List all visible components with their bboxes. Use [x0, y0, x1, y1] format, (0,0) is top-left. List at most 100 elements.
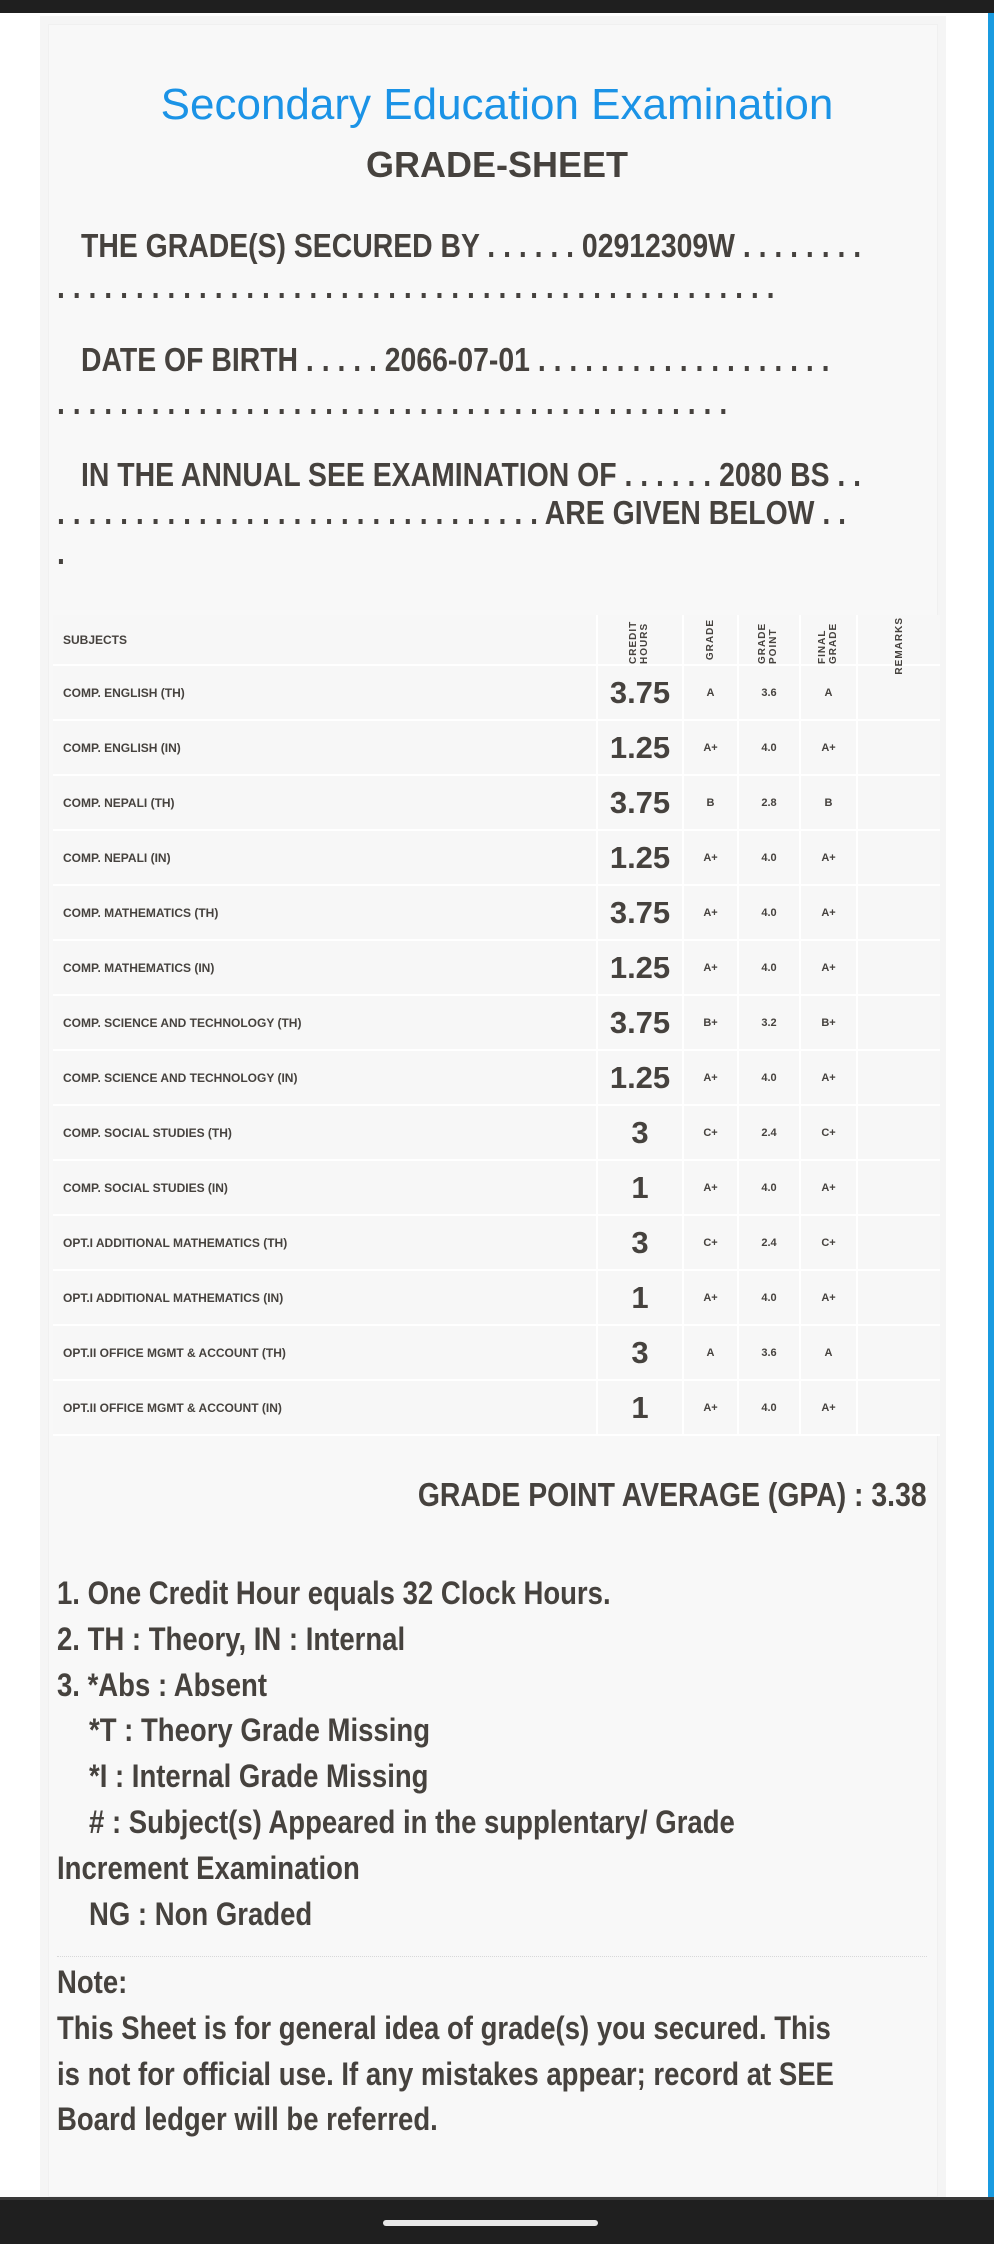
final-grade-cell: A+ [801, 1381, 858, 1436]
grade-cell: A+ [684, 886, 739, 941]
scroll-indicator[interactable] [988, 13, 994, 2197]
gpa-summary: GRADE POINT AVERAGE (GPA) : 3.38 [418, 1476, 927, 1513]
final-grade-cell: B+ [801, 996, 858, 1051]
grades-table: SUBJECTS CREDIT HOURS GRADE GRADE POINT … [53, 615, 940, 1436]
final-grade-cell: A+ [801, 941, 858, 996]
grade-cell: C+ [684, 1216, 739, 1271]
divider [57, 1956, 927, 1957]
table-row: COMP. SOCIAL STUDIES (TH) 3 C+ 2.4 C+ [53, 1106, 940, 1161]
grade-point-cell: 2.4 [739, 1216, 801, 1271]
header-final-grade: FINAL GRADE [816, 622, 839, 664]
note-heading: Note: [57, 1964, 128, 2000]
status-bar [0, 0, 994, 13]
grade-point-cell: 4.0 [739, 941, 801, 996]
final-grade-cell: A+ [801, 1161, 858, 1216]
grade-point-cell: 2.4 [739, 1106, 801, 1161]
credit-hours-cell: 3 [598, 1216, 684, 1271]
credit-hours-cell: 1 [598, 1271, 684, 1326]
grade-cell: C+ [684, 1106, 739, 1161]
table-row: COMP. SCIENCE AND TECHNOLOGY (TH) 3.75 B+ 3… [53, 996, 940, 1051]
remarks-cell [858, 886, 940, 941]
grade-point-cell: 3.6 [739, 666, 801, 721]
grade-cell: B [684, 776, 739, 831]
grade-point-cell: 3.6 [739, 1326, 801, 1381]
grade-cell: A+ [684, 1381, 739, 1436]
remarks-cell [858, 1051, 940, 1106]
final-grade-cell: A [801, 1326, 858, 1381]
credit-hours-cell: 1 [598, 1161, 684, 1216]
legend-item: 2. TH : Theory, IN : Internal [57, 1620, 406, 1657]
table-row: COMP. NEPALI (IN) 1.25 A+ 4.0 A+ [53, 831, 940, 886]
grade-point-cell: 3.2 [739, 996, 801, 1051]
header-credit-hours: CREDIT HOURS [628, 620, 650, 664]
note-text-line: is not for official use. If any mistakes… [57, 2055, 834, 2092]
credit-hours-cell: 1.25 [598, 831, 684, 886]
subject-cell: COMP. SOCIAL STUDIES (TH) [53, 1106, 598, 1161]
note-text-line: Board ledger will be referred. [57, 2101, 438, 2137]
table-row: OPT.I ADDITIONAL MATHEMATICS (IN) 1 A+ 4.0 A… [53, 1271, 940, 1326]
remarks-cell [858, 666, 940, 721]
subject-cell: OPT.I ADDITIONAL MATHEMATICS (IN) [53, 1271, 598, 1326]
grade-point-cell: 4.0 [739, 1051, 801, 1106]
remarks-cell [858, 776, 940, 831]
remarks-cell [858, 996, 940, 1051]
subject-cell: COMP. ENGLISH (IN) [53, 721, 598, 776]
table-row: COMP. MATHEMATICS (TH) 3.75 A+ 4.0 A+ [53, 886, 940, 941]
credit-hours-cell: 3 [598, 1106, 684, 1161]
table-row: COMP. NEPALI (TH) 3.75 B 2.8 B [53, 776, 940, 831]
subject-cell: COMP. NEPALI (IN) [53, 831, 598, 886]
grade-point-cell: 4.0 [739, 886, 801, 941]
grade-point-cell: 4.0 [739, 1161, 801, 1216]
grade-point-cell: 4.0 [739, 1381, 801, 1436]
legend-item: *T : Theory Grade Missing [89, 1712, 431, 1749]
credit-hours-cell: 1.25 [598, 941, 684, 996]
dob-dots: . . . . . . . . . . . . . . . . . . . . … [57, 384, 728, 421]
table-header-row: SUBJECTS CREDIT HOURS GRADE GRADE POINT … [53, 615, 940, 675]
grade-point-cell: 4.0 [739, 721, 801, 776]
subject-cell: OPT.II OFFICE MGMT & ACCOUNT (IN) [53, 1381, 598, 1436]
exam-title: Secondary Education Examination [160, 80, 834, 129]
credit-hours-cell: 1 [598, 1381, 684, 1436]
header-grade-point: GRADE POINT [757, 622, 779, 664]
table-row: OPT.I ADDITIONAL MATHEMATICS (TH) 3 C+ 2.4 C… [53, 1216, 940, 1271]
subject-cell: OPT.II OFFICE MGMT & ACCOUNT (TH) [53, 1326, 598, 1381]
legend-item: # : Subject(s) Appeared in the supplenta… [89, 1804, 735, 1840]
final-grade-cell: A+ [801, 831, 858, 886]
legend-item: 1. One Credit Hour equals 32 Clock Hours… [57, 1575, 611, 1611]
subject-cell: COMP. MATHEMATICS (TH) [53, 886, 598, 941]
grade-cell: A+ [684, 831, 739, 886]
grade-point-cell: 2.8 [739, 776, 801, 831]
grade-cell: A+ [684, 1271, 739, 1326]
subject-cell: OPT.I ADDITIONAL MATHEMATICS (TH) [53, 1216, 598, 1271]
table-row: COMP. SCIENCE AND TECHNOLOGY (IN) 1.25 A+ 4… [53, 1051, 940, 1106]
grade-cell: A+ [684, 1161, 739, 1216]
subject-cell: COMP. ENGLISH (TH) [53, 666, 598, 721]
exam-line: IN THE ANNUAL SEE EXAMINATION OF . . . .… [81, 456, 862, 493]
remarks-cell [858, 1381, 940, 1436]
remarks-cell [858, 1326, 940, 1381]
grade-cell: A [684, 666, 739, 721]
credit-hours-cell: 3.75 [598, 886, 684, 941]
table-row: COMP. ENGLISH (TH) 3.75 A 3.6 A [53, 666, 940, 721]
grade-cell: A+ [684, 721, 739, 776]
credit-hours-cell: 1.25 [598, 721, 684, 776]
subject-cell: COMP. MATHEMATICS (IN) [53, 941, 598, 996]
grade-cell: A [684, 1326, 739, 1381]
table-row: COMP. SOCIAL STUDIES (IN) 1 A+ 4.0 A+ [53, 1161, 940, 1216]
header-remarks: REMARKS [893, 617, 905, 675]
remarks-cell [858, 1106, 940, 1161]
legend-item: *I : Internal Grade Missing [89, 1758, 429, 1795]
secured-by-dots: . . . . . . . . . . . . . . . . . . . . … [57, 268, 775, 305]
legend-item: 3. *Abs : Absent [57, 1666, 268, 1703]
subject-cell: COMP. NEPALI (TH) [53, 776, 598, 831]
credit-hours-cell: 1.25 [598, 1051, 684, 1106]
grade-cell: A+ [684, 1051, 739, 1106]
navigation-bar [0, 2197, 994, 2244]
home-gesture-handle[interactable] [383, 2220, 598, 2226]
final-grade-cell: A [801, 666, 858, 721]
grade-point-cell: 4.0 [739, 831, 801, 886]
grade-point-cell: 4.0 [739, 1271, 801, 1326]
subject-cell: COMP. SOCIAL STUDIES (IN) [53, 1161, 598, 1216]
table-row: COMP. ENGLISH (IN) 1.25 A+ 4.0 A+ [53, 721, 940, 776]
table-row: OPT.II OFFICE MGMT & ACCOUNT (IN) 1 A+ 4.0 A… [53, 1381, 940, 1436]
